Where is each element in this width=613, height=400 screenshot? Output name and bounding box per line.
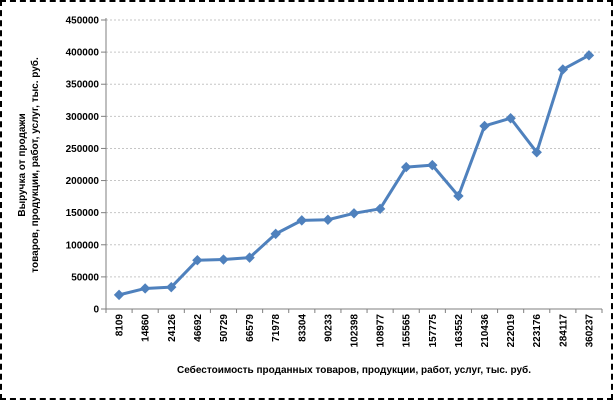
y-tick-label: 400000 [66, 48, 100, 59]
data-point-marker [401, 161, 412, 173]
data-point-marker [139, 283, 151, 294]
series-line [118, 54, 590, 297]
data-point-marker [427, 159, 438, 171]
x-tick-label: 14860 [141, 314, 152, 342]
y-tick-label: 350000 [66, 80, 100, 91]
x-tick-label: 66579 [245, 314, 256, 342]
x-tick-label: 8109 [115, 314, 126, 337]
y-tick-label: 0 [93, 305, 99, 316]
y-tick-label: 250000 [66, 144, 100, 155]
y-tick-label: 100000 [66, 240, 100, 251]
x-tick-label: 90233 [323, 314, 334, 342]
data-point-marker [479, 120, 490, 132]
x-tick-label: 83304 [297, 314, 308, 342]
y-tick-label: 450000 [66, 16, 100, 27]
data-point-marker [192, 254, 203, 266]
x-tick-label: 163552 [454, 314, 465, 348]
y-tick-label: 150000 [66, 208, 100, 219]
y-tick-label: 300000 [66, 112, 100, 123]
data-point-marker [322, 214, 334, 225]
x-tick-label: 102398 [350, 314, 361, 348]
x-tick-label: 24126 [167, 314, 178, 342]
data-point-marker [113, 289, 125, 301]
x-tick-label: 210436 [480, 314, 491, 348]
x-tick-label: 284117 [558, 314, 569, 347]
x-tick-label: 46692 [193, 314, 204, 342]
x-tick-label: 108977 [376, 314, 387, 348]
data-point-marker [531, 147, 542, 158]
x-tick-label: 222019 [506, 314, 517, 348]
x-tick-label: 50729 [219, 314, 230, 342]
x-tick-label: 71978 [271, 314, 282, 342]
data-point-marker [453, 190, 464, 202]
data-point-marker [166, 281, 177, 293]
data-point-marker [296, 215, 307, 226]
data-point-marker [583, 50, 595, 61]
x-tick-label: 157775 [428, 314, 439, 348]
data-point-marker [218, 254, 229, 265]
x-tick-label: 223176 [532, 314, 543, 348]
data-point-marker [505, 113, 516, 124]
x-tick-label: 360237 [584, 314, 595, 348]
y-tick-label: 50000 [71, 272, 99, 283]
data-point-marker [270, 228, 281, 240]
x-tick-label: 155565 [402, 314, 413, 348]
x-axis-title: Себестоимость проданных товаров, продукц… [177, 365, 531, 376]
data-point-marker [557, 64, 569, 75]
y-tick-label: 200000 [66, 176, 100, 187]
data-point-marker [374, 203, 386, 215]
data-point-marker [348, 208, 360, 219]
data-point-marker [244, 252, 255, 263]
